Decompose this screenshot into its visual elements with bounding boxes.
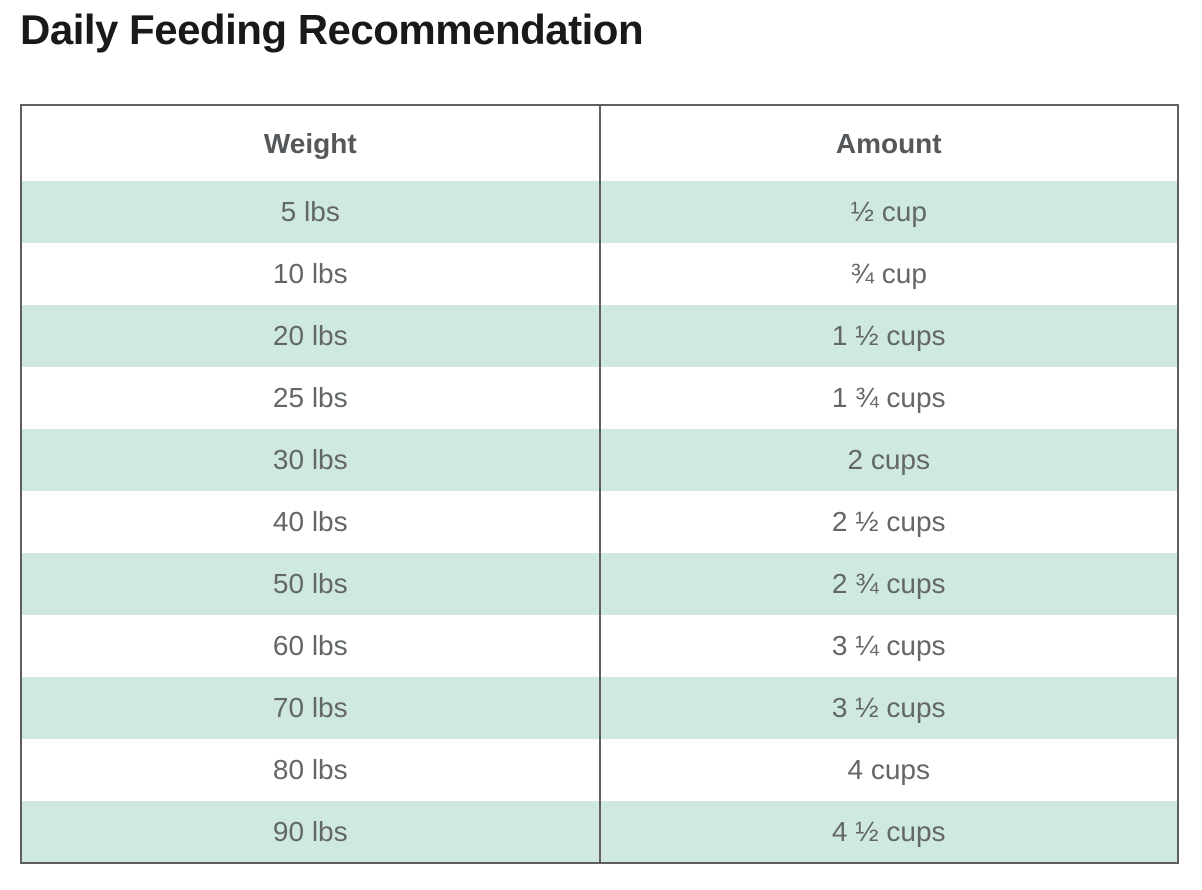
table-row: 40 lbs 2 ½ cups — [21, 491, 1178, 553]
weight-cell: 90 lbs — [272, 815, 348, 847]
amount-cell: 3 ¼ cups — [598, 615, 1178, 677]
table-row: 30 lbs 2 cups — [21, 429, 1178, 491]
feeding-table: Weight Amount 5 lbs ½ cup 10 lbs ¾ cup 2… — [20, 104, 1179, 864]
table-row: 10 lbs ¾ cup — [21, 243, 1178, 305]
table-row: 25 lbs 1 ¾ cups — [21, 367, 1178, 429]
weight-cell: 40 lbs — [272, 506, 348, 537]
table-header: Weight Amount — [21, 105, 1178, 181]
column-header-weight: Weight — [21, 105, 600, 181]
amount-cell: 2 cups — [598, 429, 1178, 491]
header-row: Weight Amount — [21, 105, 1178, 181]
table-row: 50 lbs 2 ¾ cups — [21, 553, 1178, 615]
amount-cell: 2 ¾ cups — [598, 553, 1178, 615]
amount-cell: 2 ½ cups — [598, 491, 1178, 553]
column-header-amount: Amount — [598, 105, 1178, 181]
table-row: 60 lbs 3 ¼ cups — [21, 615, 1178, 677]
weight-cell: 80 lbs — [272, 754, 348, 785]
amount-cell: ¾ cup — [598, 243, 1178, 305]
table-row: 5 lbs ½ cup — [21, 181, 1178, 243]
weight-cell: 10 lbs — [272, 258, 348, 289]
amount-cell: 4 cups — [598, 739, 1178, 801]
table-row: 90 lbs 4 ½ cups — [21, 801, 1178, 863]
amount-cell: 1 ½ cups — [598, 305, 1178, 367]
weight-cell: 30 lbs — [272, 444, 348, 475]
weight-cell: 25 lbs — [272, 382, 348, 413]
weight-cell: 20 lbs — [272, 320, 348, 351]
amount-cell: ½ cup — [598, 181, 1178, 243]
page-title: Daily Feeding Recommendation — [20, 6, 644, 53]
amount-cell: 3 ½ cups — [598, 677, 1178, 739]
table-row: 70 lbs 3 ½ cups — [21, 677, 1178, 739]
amount-cell: 4 ½ cups — [598, 801, 1178, 863]
weight-cell: 70 lbs — [272, 692, 348, 723]
weight-cell: 60 lbs — [272, 630, 348, 661]
weight-cell: 50 lbs — [272, 568, 348, 599]
table-row: 20 lbs 1 ½ cups — [21, 305, 1178, 367]
table-body: 5 lbs ½ cup 10 lbs ¾ cup 20 lbs 1 ½ cups… — [21, 181, 1178, 863]
amount-cell: 1 ¾ cups — [598, 367, 1178, 429]
table-row: 80 lbs 4 cups — [21, 739, 1178, 801]
weight-cell: 5 lbs — [280, 196, 340, 227]
